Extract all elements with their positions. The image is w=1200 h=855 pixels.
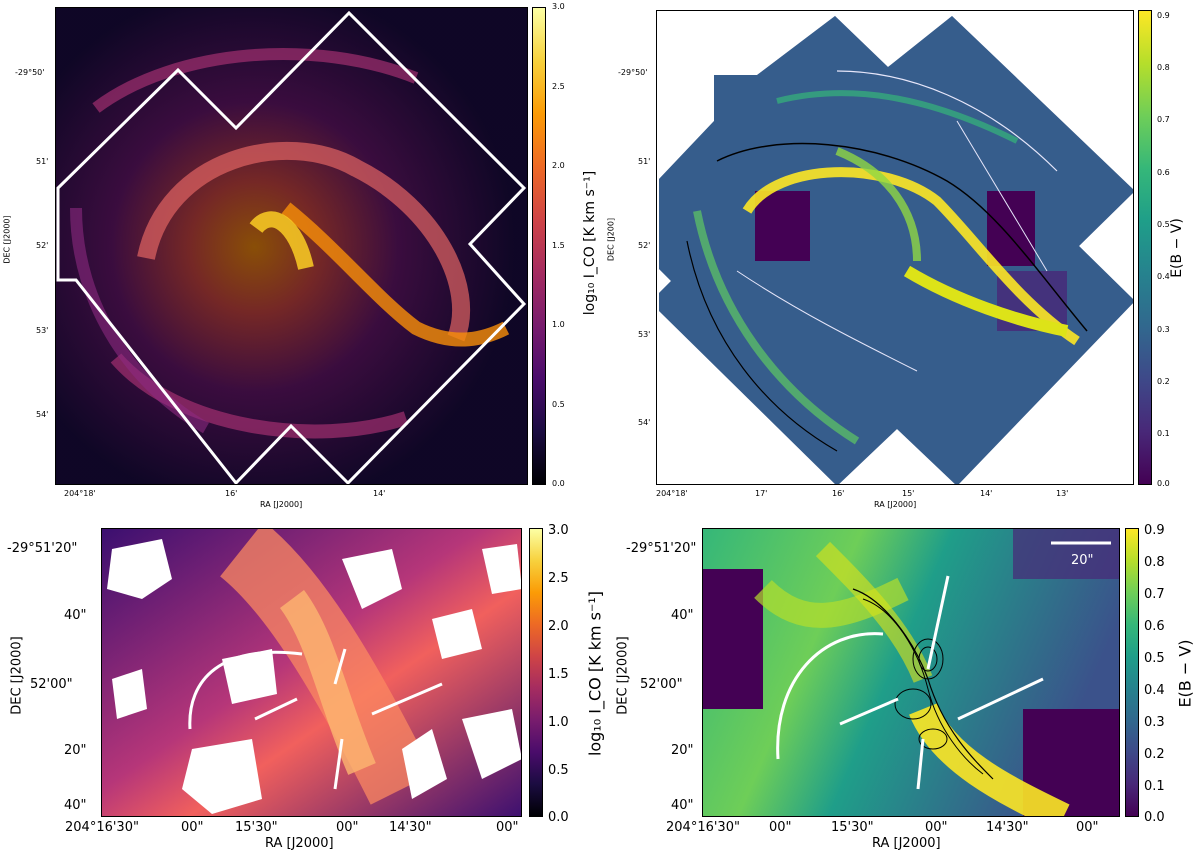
ytick: 52' (638, 241, 651, 250)
colorbar-tick: 0.5 (552, 400, 565, 409)
scale-bar-label: 20" (1071, 553, 1094, 568)
ytick: 51' (638, 157, 651, 166)
ytick: 53' (36, 326, 49, 335)
y-axis-label: DEC [J2000] (615, 636, 631, 715)
colorbar-tick: 0.3 (1144, 715, 1165, 730)
ytick: 20" (64, 743, 87, 758)
xtick: 16' (832, 489, 845, 498)
y-axis-label: DEC [J200] (606, 217, 616, 262)
xtick: 17' (755, 489, 768, 498)
x-axis-label: RA [J2000] (265, 836, 334, 851)
colorbar-tick: 0.7 (1157, 115, 1170, 124)
ytick: -29°51'20" (626, 541, 697, 556)
colorbar-tick: 2.0 (552, 161, 565, 170)
colorbar-tick: 0.4 (1144, 683, 1165, 698)
ytick: 54' (638, 418, 651, 427)
xtick: 14'30" (389, 820, 432, 835)
colorbar-tick: 0.2 (1157, 377, 1170, 386)
colorbar-tick: 0.0 (1144, 810, 1165, 825)
xtick: 204°18' (656, 489, 688, 498)
ytick: 40" (64, 608, 87, 623)
xtick: 16' (225, 489, 238, 498)
panel-bottom-left: -29°51'20" 40" 52'00" 20" 40" DEC [J2000… (0, 510, 605, 855)
xtick: 15'30" (235, 820, 278, 835)
colorbar-tick: 0.7 (1144, 587, 1165, 602)
xtick: 15' (902, 489, 915, 498)
co-zoom-map (101, 528, 522, 817)
colorbar-tick: 3.0 (548, 523, 569, 538)
xtick: 00" (769, 820, 792, 835)
colorbar-tick: 0.9 (1144, 523, 1165, 538)
ytick: 52'00" (640, 677, 683, 692)
xtick: 00" (1076, 820, 1099, 835)
colorbar-tick: 1.5 (548, 667, 569, 682)
colorbar-tick: 2.5 (552, 82, 565, 91)
xtick: 00" (181, 820, 204, 835)
ytick: 40" (64, 798, 87, 813)
xtick: 14' (980, 489, 993, 498)
ytick: 52' (36, 241, 49, 250)
xtick: 204°18' (64, 489, 96, 498)
xtick: 00" (336, 820, 359, 835)
colorbar-tick: 2.5 (548, 571, 569, 586)
colorbar-tick: 0.6 (1144, 619, 1165, 634)
colorbar-tick: 0.4 (1157, 272, 1170, 281)
colorbar-tick: 0.8 (1144, 555, 1165, 570)
ytick: 53' (638, 330, 651, 339)
colorbar-tick: 0.5 (1144, 651, 1165, 666)
y-axis-label: DEC [J2000] (9, 636, 25, 715)
ytick: 40" (671, 608, 694, 623)
colorbar-tick: 0.0 (552, 479, 565, 488)
x-axis-label: RA [J2000] (874, 500, 917, 509)
panel-top-right: -29°50' 51' 52' 53' 54' DEC [J200] 204°1… (600, 0, 1200, 510)
xtick: 15'30" (831, 820, 874, 835)
xtick: 13' (1056, 489, 1069, 498)
colorbar-tick: 0.3 (1157, 325, 1170, 334)
xtick: 00" (496, 820, 519, 835)
panel-bottom-right: 20" -29°51'20" 40" 52'00" 20" 40" DEC [J… (600, 510, 1200, 855)
colorbar-label: log₁₀ I_CO [K km s⁻¹] (582, 170, 598, 316)
panel-top-left: -29°50' 51' 52' 53' 54' DEC [J2000] 204°… (0, 0, 600, 510)
extinction-map (656, 10, 1134, 485)
ytick: 40" (671, 798, 694, 813)
xtick: 14'30" (986, 820, 1029, 835)
colorbar-tick: 3.0 (552, 2, 565, 11)
ytick: 20" (671, 743, 694, 758)
colorbar-tick: 2.0 (548, 619, 569, 634)
colorbar-tick: 0.0 (1157, 479, 1170, 488)
xtick: 204°16'30" (65, 820, 139, 835)
x-axis-label: RA [J2000] (260, 500, 303, 509)
colorbar-tick: 0.6 (1157, 168, 1170, 177)
ytick: 54' (36, 410, 49, 419)
co-intensity-map (55, 7, 528, 485)
ytick: 51' (36, 157, 49, 166)
colorbar-label: E(B − V) (1175, 639, 1195, 708)
colorbar-tick: 0.8 (1157, 63, 1170, 72)
colorbar-tick: 1.5 (552, 241, 565, 250)
colorbar-tick: 0.5 (548, 763, 569, 778)
colorbar-tick: 0.2 (1144, 747, 1165, 762)
ytick: 52'00" (30, 677, 73, 692)
colorbar-inferno (529, 528, 543, 817)
y-axis-label: DEC [J2000] (2, 215, 12, 264)
xtick: 204°16'30" (666, 820, 740, 835)
colorbar-tick: 0.9 (1157, 11, 1170, 20)
xtick: 14' (373, 489, 386, 498)
ytick: -29°50' (618, 68, 648, 77)
ytick: -29°51'20" (7, 541, 78, 556)
colorbar-tick: 0.0 (548, 810, 569, 825)
extinction-zoom-map: 20" (702, 528, 1120, 817)
colorbar-inferno (532, 7, 546, 485)
colorbar-tick: 0.1 (1157, 429, 1170, 438)
colorbar-label: E(B − V) (1169, 218, 1185, 278)
colorbar-viridis (1138, 10, 1152, 485)
colorbar-viridis (1125, 528, 1139, 817)
xtick: 00" (925, 820, 948, 835)
colorbar-tick: 1.0 (548, 715, 569, 730)
x-axis-label: RA [J2000] (872, 836, 941, 851)
colorbar-tick: 0.5 (1157, 220, 1170, 229)
ytick: -29°50' (15, 68, 45, 77)
colorbar-tick: 1.0 (552, 320, 565, 329)
colorbar-tick: 0.1 (1144, 779, 1165, 794)
